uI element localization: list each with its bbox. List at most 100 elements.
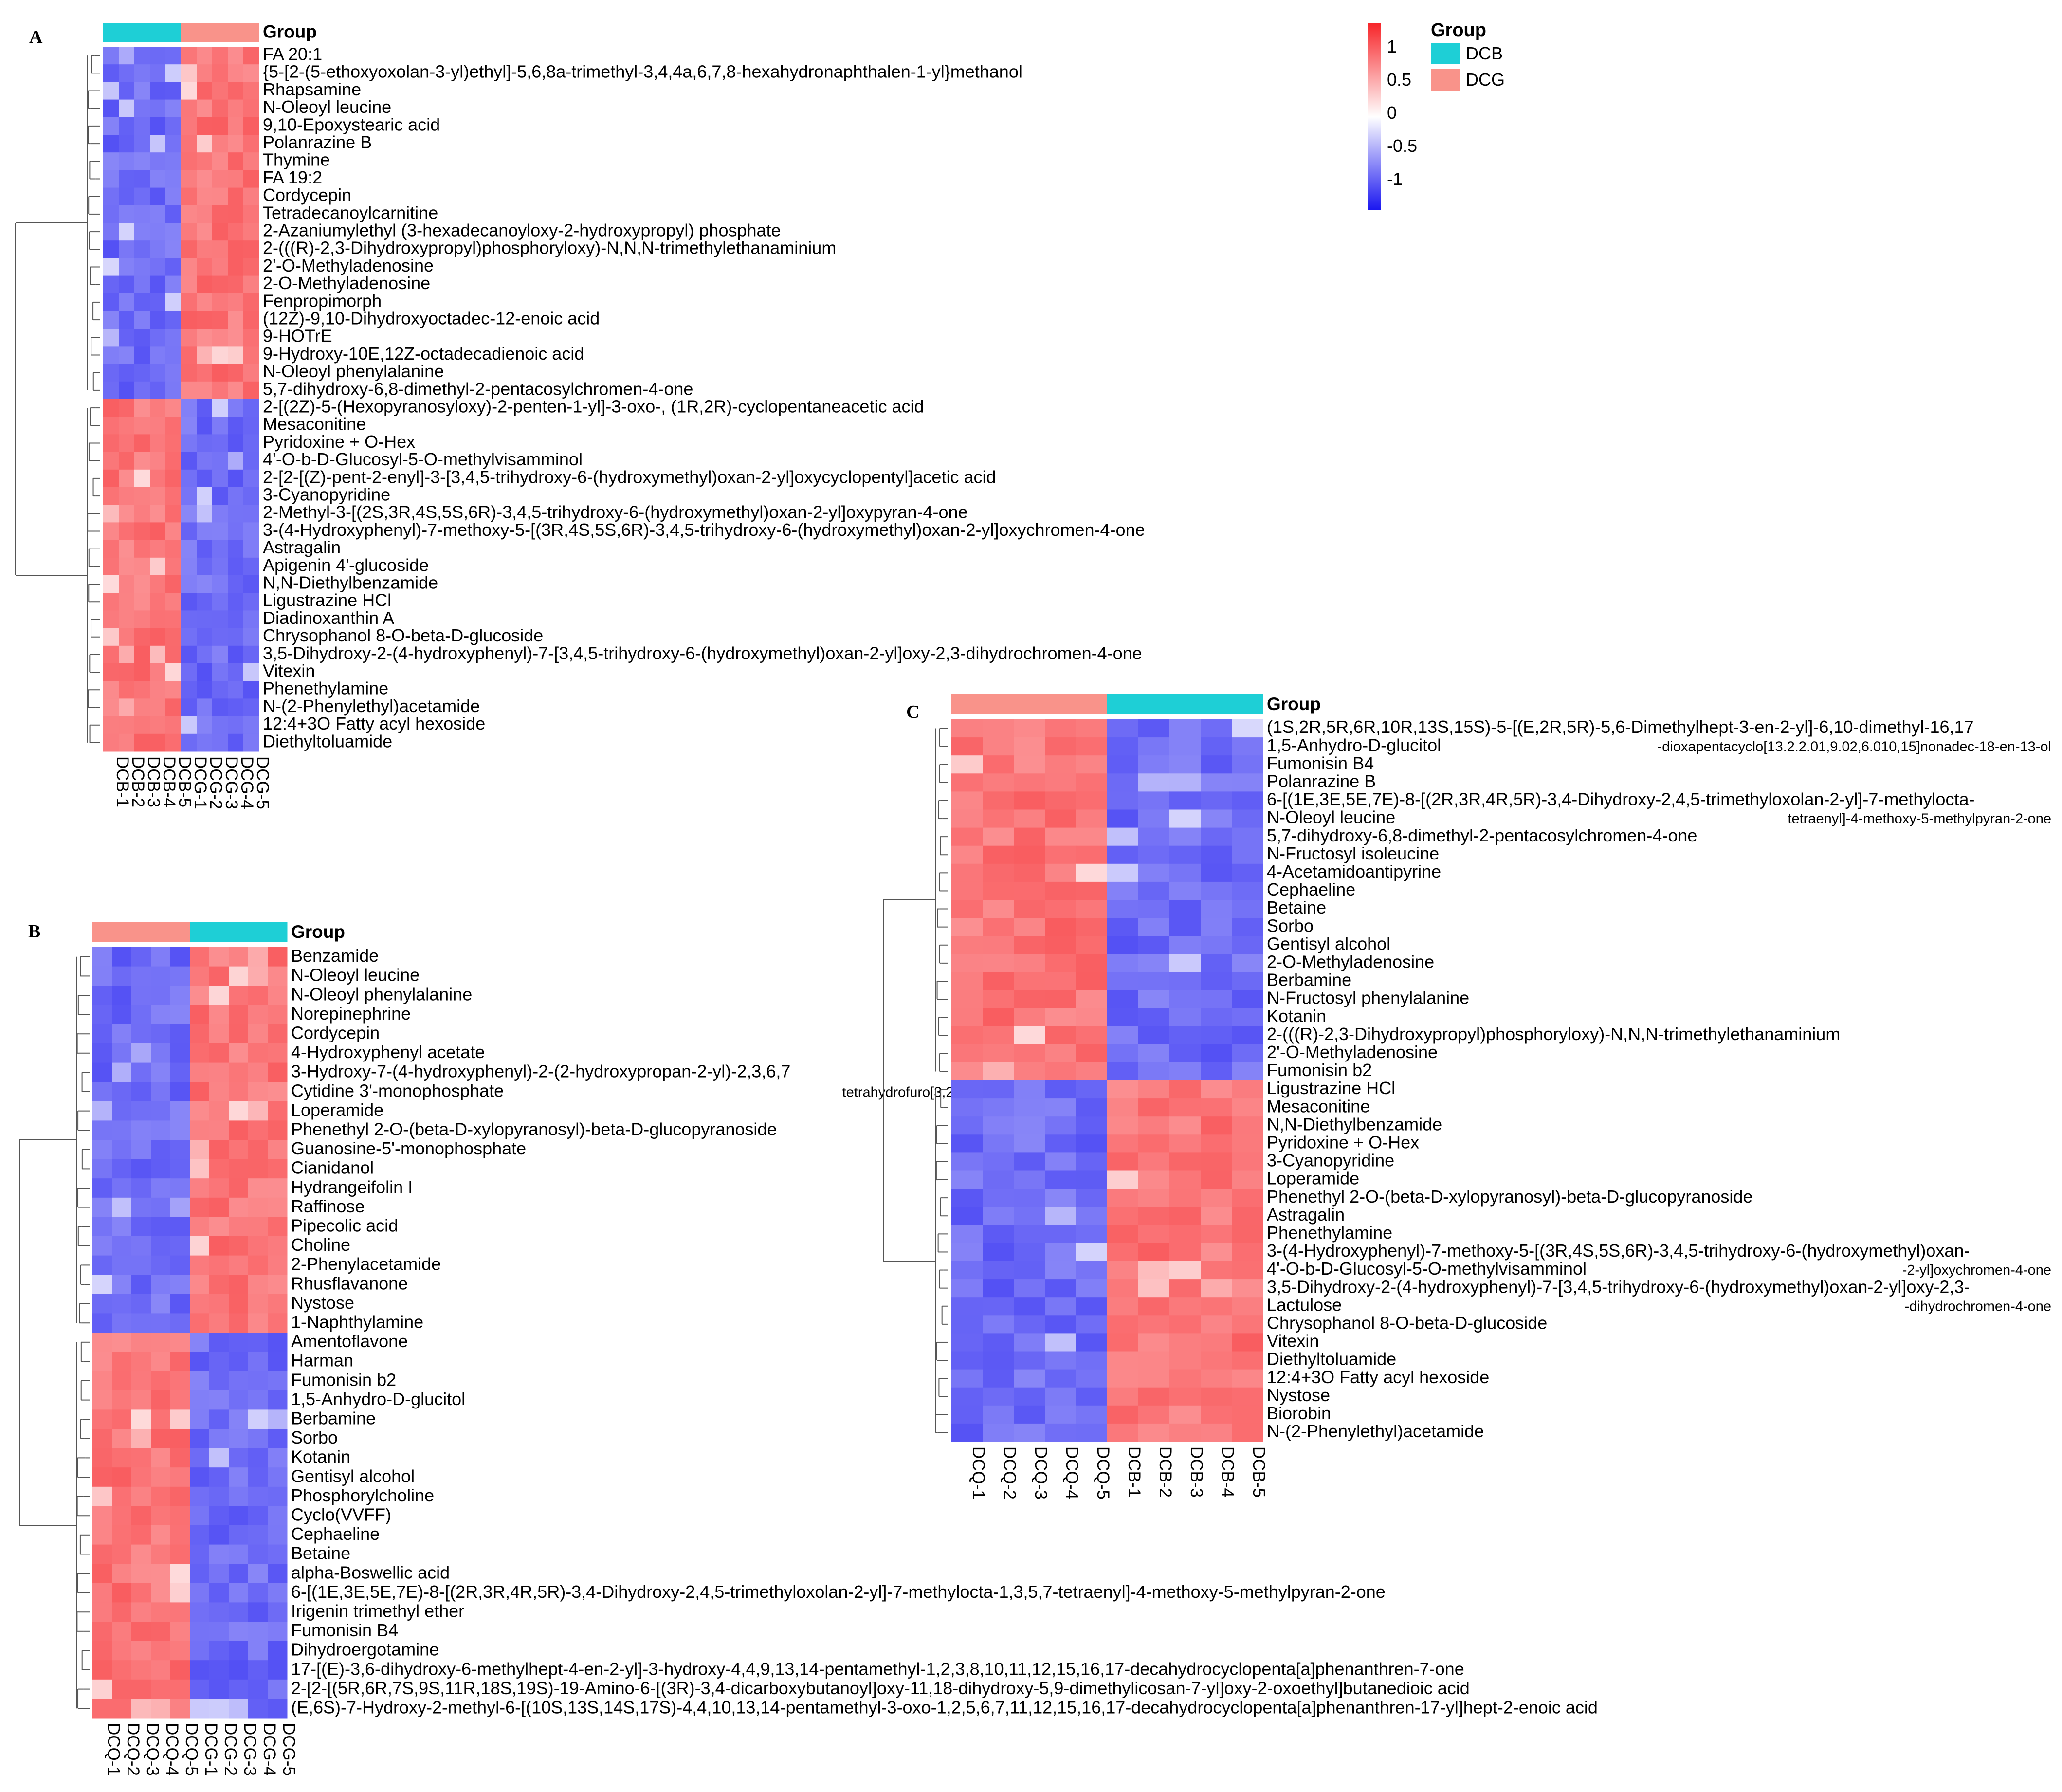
group-bar-cell	[92, 922, 112, 942]
heatmap-cell	[1169, 1008, 1201, 1027]
heatmap-cell	[268, 1082, 288, 1102]
heatmap-cell	[165, 293, 182, 311]
heatmap-cell	[248, 1062, 268, 1082]
heatmap-cell	[190, 1333, 210, 1353]
heatmap-cell	[151, 1352, 171, 1371]
color-scale-tick: -1	[1387, 169, 1403, 189]
row-label: Fenpropimorph	[263, 291, 382, 311]
row-label: N-Oleoyl phenylalanine	[263, 361, 444, 381]
heatmap-cell	[165, 681, 182, 699]
heatmap-cell	[181, 381, 197, 400]
heatmap-cell	[151, 1005, 171, 1024]
row-label: 9-Hydroxy-10E,12Z-octadecadienoic acid	[263, 344, 584, 364]
heatmap-cells	[92, 947, 288, 1719]
heatmap-cell	[150, 399, 166, 417]
heatmap-cell	[151, 1564, 171, 1584]
heatmap-cell	[268, 1197, 288, 1217]
heatmap-cell	[190, 1699, 210, 1719]
heatmap-cell	[103, 645, 119, 664]
heatmap-cell	[1138, 1315, 1170, 1334]
heatmap-cell	[170, 1313, 190, 1333]
column-label: DCG-5	[279, 1723, 298, 1776]
heatmap-cell	[190, 1602, 210, 1622]
column-label: DCQ-1	[104, 1723, 123, 1776]
heatmap-cell	[1232, 1225, 1263, 1243]
heatmap-cell	[1076, 1152, 1108, 1171]
heatmap-cell	[131, 1043, 151, 1063]
heatmap-cell	[243, 187, 259, 206]
heatmap-cell	[268, 1236, 288, 1256]
heatmap-cell	[209, 1236, 229, 1256]
heatmap-cell	[165, 469, 182, 488]
heatmap-cell	[1232, 809, 1263, 828]
heatmap-cell	[228, 593, 244, 611]
heatmap-cell	[131, 1448, 151, 1468]
heatmap-cell	[268, 1525, 288, 1545]
heatmap-cell	[181, 293, 197, 311]
heatmap-cell	[209, 1699, 229, 1719]
heatmap-cell	[248, 1275, 268, 1295]
heatmap-cells	[951, 719, 1263, 1442]
heatmap-cell	[1169, 845, 1201, 864]
color-scale-tick: -0.5	[1387, 136, 1417, 156]
heatmap-cell	[1014, 827, 1045, 846]
column-label: DCQ-3	[1031, 1446, 1050, 1499]
row-label: 2-Phenylacetamide	[291, 1254, 441, 1274]
heatmap-cell	[134, 381, 150, 400]
heatmap-cell	[170, 1699, 190, 1719]
heatmap-cell	[1107, 845, 1139, 864]
heatmap-cell	[1076, 881, 1108, 900]
heatmap-cell	[181, 487, 197, 505]
heatmap-cell	[243, 311, 259, 329]
heatmap-cell	[170, 1525, 190, 1545]
heatmap-cell	[119, 99, 135, 118]
heatmap-cell	[1138, 990, 1170, 1009]
heatmap-cell	[134, 505, 150, 523]
heatmap-cell	[103, 610, 119, 629]
row-label: Polanrazine B	[263, 132, 372, 152]
heatmap-cell	[134, 187, 150, 206]
heatmap-cell	[248, 1371, 268, 1391]
row-label: 17-[(E)-3,6-dihydroxy-6-methylhept-4-en-…	[291, 1659, 1464, 1679]
heatmap-cell	[131, 1140, 151, 1160]
row-label: 1,5-Anhydro-D-glucitol	[1267, 735, 1441, 755]
heatmap-cell	[197, 628, 213, 646]
heatmap-cell	[1169, 1026, 1201, 1045]
heatmap-cell	[165, 205, 182, 223]
row-label: 3-(4-Hydroxyphenyl)-7-methoxy-5-[(3R,4S,…	[263, 520, 1145, 540]
heatmap-cell	[209, 1622, 229, 1642]
row-label: Cordycepin	[263, 185, 351, 205]
group-bar-cell	[268, 922, 288, 942]
heatmap-cell	[1107, 827, 1139, 846]
heatmap-cell	[1014, 918, 1045, 936]
heatmap-cell	[165, 575, 182, 593]
group-bar-cell	[1138, 694, 1170, 714]
heatmap-cell	[229, 1217, 249, 1237]
heatmap-cell	[1076, 1297, 1108, 1316]
heatmap-cell	[92, 1371, 112, 1391]
heatmap-cell	[212, 733, 228, 752]
heatmap-cell	[131, 1236, 151, 1256]
heatmap-cell	[170, 1371, 190, 1391]
row-dendrogram	[883, 728, 948, 1433]
heatmap-cell	[197, 187, 213, 206]
heatmap-cell	[229, 1699, 249, 1719]
heatmap-cell	[268, 1352, 288, 1371]
row-label: 4-Acetamidoantipyrine	[1267, 861, 1441, 881]
heatmap-cell	[92, 1217, 112, 1237]
heatmap-cell	[243, 593, 259, 611]
heatmap-cell	[243, 522, 259, 541]
heatmap-cell	[1169, 918, 1201, 936]
heatmap-cell	[268, 1641, 288, 1661]
heatmap-cell	[112, 1467, 132, 1487]
heatmap-cell	[119, 258, 135, 276]
heatmap-cell	[131, 1159, 151, 1179]
heatmap-cell	[268, 1024, 288, 1044]
heatmap-cell	[190, 1409, 210, 1429]
heatmap-cell	[197, 540, 213, 558]
heatmap-cell	[103, 399, 119, 417]
heatmap-cell	[1076, 719, 1108, 738]
heatmap-cell	[134, 135, 150, 153]
heatmap-cell	[165, 557, 182, 576]
heatmap-cell	[165, 99, 182, 118]
